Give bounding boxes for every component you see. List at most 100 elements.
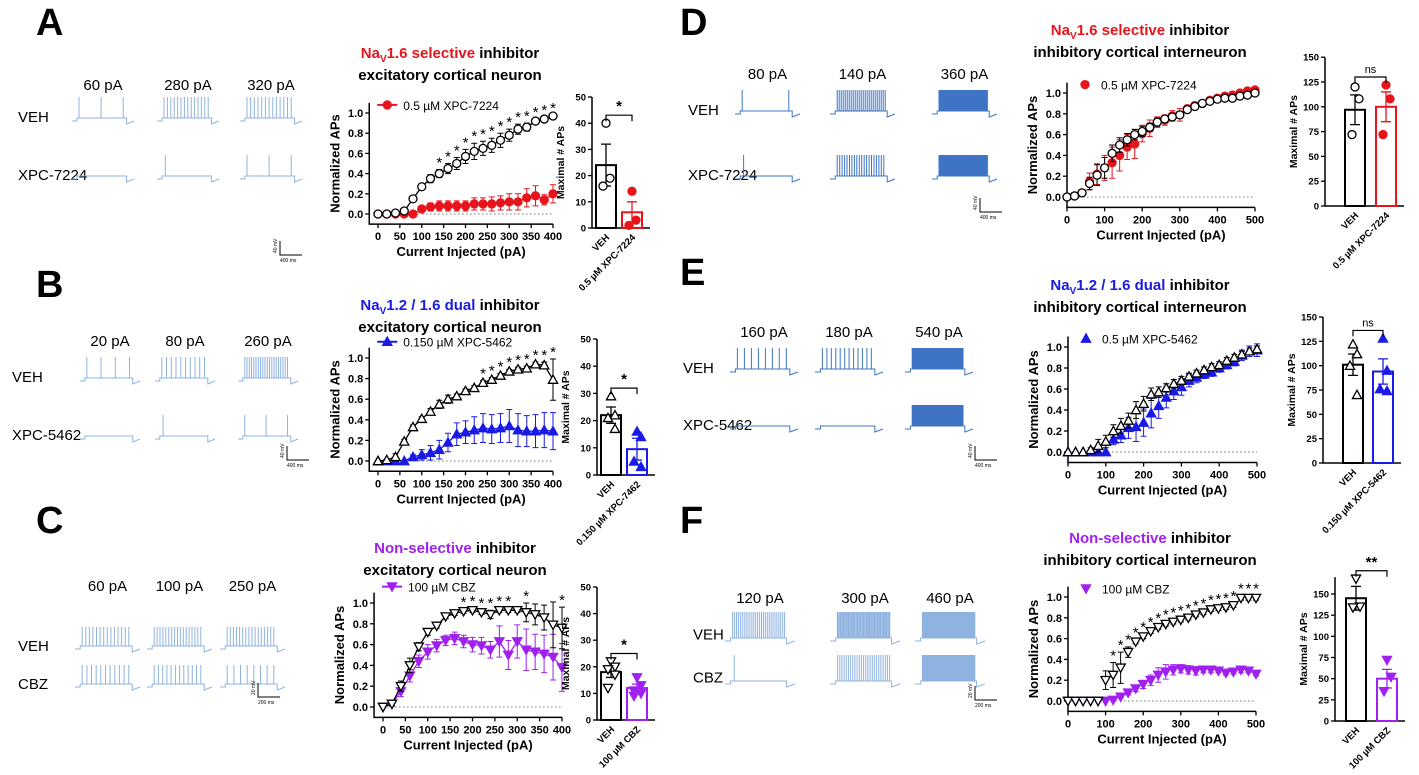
data-point — [522, 193, 532, 203]
x-tick-label: 300 — [1171, 214, 1189, 226]
significance-star: * — [1155, 610, 1161, 627]
scale-bar — [257, 683, 280, 698]
action-potential-spikes — [86, 357, 130, 378]
data-point — [487, 199, 497, 209]
data-point — [1183, 370, 1195, 381]
voltage-trace — [157, 97, 220, 125]
current-step-label: 460 pA — [926, 590, 974, 607]
data-point — [1182, 665, 1195, 676]
data-point — [635, 681, 647, 692]
x-tick-label: 200 — [1134, 470, 1152, 482]
data-point — [1152, 622, 1164, 634]
data-point — [547, 652, 559, 664]
significance-star: * — [1163, 607, 1169, 624]
bar-veh — [595, 118, 617, 229]
data-point — [457, 606, 470, 618]
bar-veh — [600, 390, 622, 477]
data-point — [475, 608, 488, 619]
current-step-label: 20 pA — [90, 333, 129, 350]
title-subscript: V — [380, 306, 387, 317]
data-point — [1137, 397, 1150, 409]
data-point — [422, 627, 434, 639]
series-drug — [372, 409, 559, 466]
y-tick-label: 0 — [1324, 717, 1329, 728]
y-tick-label: 25 — [1308, 177, 1319, 188]
panel-letter-d: D — [680, 2, 708, 44]
title-subscript: V — [1070, 31, 1077, 42]
trace-baseline — [905, 368, 974, 376]
data-point — [1205, 605, 1217, 616]
y-tick-label: 0.4 — [348, 169, 364, 181]
data-point — [442, 393, 454, 404]
y-tick-label: 0.4 — [1046, 150, 1062, 162]
trace-baseline — [815, 368, 884, 376]
voltage-trace — [735, 90, 801, 118]
trace-baseline — [80, 435, 141, 443]
data-point — [1243, 345, 1256, 356]
panel-subtitle: inhibitory cortical interneuron — [1033, 44, 1246, 61]
legend-label: 100 µM CBZ — [1102, 583, 1170, 597]
condition-label: VEH — [683, 360, 714, 377]
bar-drug — [1376, 655, 1398, 723]
data-point — [1167, 617, 1179, 628]
y-tick-label: 40 — [580, 362, 591, 373]
x-tick-label: 250 — [486, 724, 504, 736]
data-point — [556, 623, 568, 634]
y-tick-label: 0.0 — [1047, 447, 1062, 459]
category-label: VEH — [596, 724, 618, 746]
significance-star: * — [461, 594, 467, 611]
action-potential-spikes — [246, 97, 292, 118]
y-axis-label: Maximal # APs — [1298, 612, 1310, 685]
action-potential-spikes — [741, 90, 790, 111]
data-point — [1197, 665, 1210, 676]
trace-baseline — [932, 110, 998, 118]
bar-veh — [1345, 574, 1367, 723]
data-point — [495, 135, 506, 145]
data-point — [1167, 665, 1179, 676]
data-point — [408, 209, 418, 219]
data-point — [1236, 348, 1248, 359]
data-point — [529, 647, 541, 658]
panel-subtitle: inhibitory cortical interneuron — [1033, 299, 1246, 316]
x-tick-label: 400 — [1208, 214, 1226, 226]
data-point — [1235, 91, 1245, 101]
data-point — [448, 609, 461, 620]
data-point — [502, 605, 515, 617]
x-tick-label: 300 — [500, 478, 518, 490]
action-potential-spikes — [821, 348, 872, 369]
data-point — [631, 215, 641, 225]
scale-bar-voltage: 20 mV — [968, 683, 974, 698]
x-tick-label: 500 — [1247, 718, 1265, 730]
data-point — [529, 425, 542, 436]
y-tick-label: 0 — [581, 224, 586, 235]
data-point — [511, 605, 523, 617]
y-tick-label: 75 — [1318, 653, 1329, 664]
y-tick-label: 0 — [1312, 459, 1317, 470]
scale-bar-voltage: 20 mV — [251, 680, 257, 695]
y-tick-label: 1.0 — [353, 598, 368, 610]
y-tick-label: 50 — [580, 335, 591, 346]
data-point — [1197, 98, 1208, 109]
data-point — [469, 146, 479, 157]
data-point — [1385, 672, 1397, 683]
axes — [368, 347, 553, 473]
significance-label: ns — [1365, 64, 1377, 76]
data-point — [1129, 637, 1142, 648]
voltage-trace — [238, 357, 299, 385]
condition-label: XPC-5462 — [683, 417, 752, 434]
significance-star: * — [489, 123, 495, 140]
scale-bar — [286, 446, 309, 461]
data-point — [512, 424, 524, 435]
bar-drug — [1372, 332, 1394, 464]
voltage-trace — [725, 612, 796, 645]
y-tick-label: 0.4 — [1047, 654, 1063, 666]
data-point — [1062, 192, 1072, 202]
trace-baseline — [155, 435, 216, 443]
data-point — [373, 209, 383, 219]
trace-baseline — [80, 377, 141, 385]
data-point — [452, 201, 462, 211]
x-tick-label: 400 — [1209, 718, 1227, 730]
significance-bracket — [1355, 570, 1388, 577]
data-point — [433, 398, 445, 409]
data-point — [1167, 112, 1177, 122]
